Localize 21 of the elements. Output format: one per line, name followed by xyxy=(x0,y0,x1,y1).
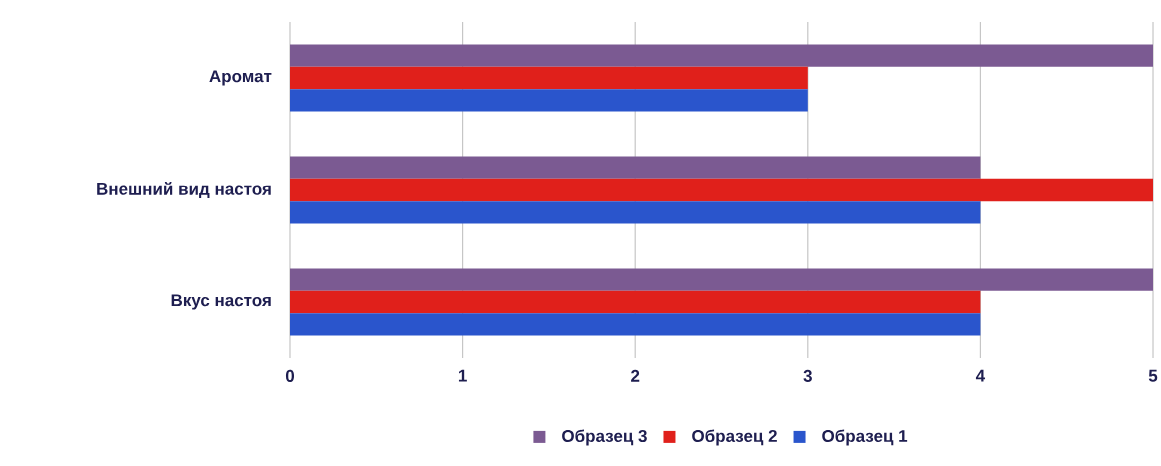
bar xyxy=(290,44,1154,67)
bar xyxy=(290,201,981,224)
x-tick-label: 0 xyxy=(285,369,295,382)
bar xyxy=(290,156,981,179)
x-tick-label: 2 xyxy=(631,369,640,382)
bar xyxy=(290,313,981,336)
bar xyxy=(290,66,808,90)
legend-label: Образец 2 xyxy=(692,429,777,446)
x-tick-label: 3 xyxy=(803,369,812,382)
x-tick-label: 5 xyxy=(1148,369,1158,382)
y-tick-label: Аромат xyxy=(209,70,272,86)
bar xyxy=(290,89,808,112)
bar xyxy=(290,178,1154,202)
y-tick-label: Внешний вид настоя xyxy=(97,181,271,199)
x-tick-label: 1 xyxy=(458,369,467,382)
bar xyxy=(290,290,981,314)
bar xyxy=(290,268,1154,291)
y-tick-label: Вкус настоя xyxy=(171,294,271,310)
legend-label: Образец 3 xyxy=(562,429,647,446)
legend-label: Образец 1 xyxy=(822,429,908,446)
x-tick-label: 4 xyxy=(975,369,986,382)
